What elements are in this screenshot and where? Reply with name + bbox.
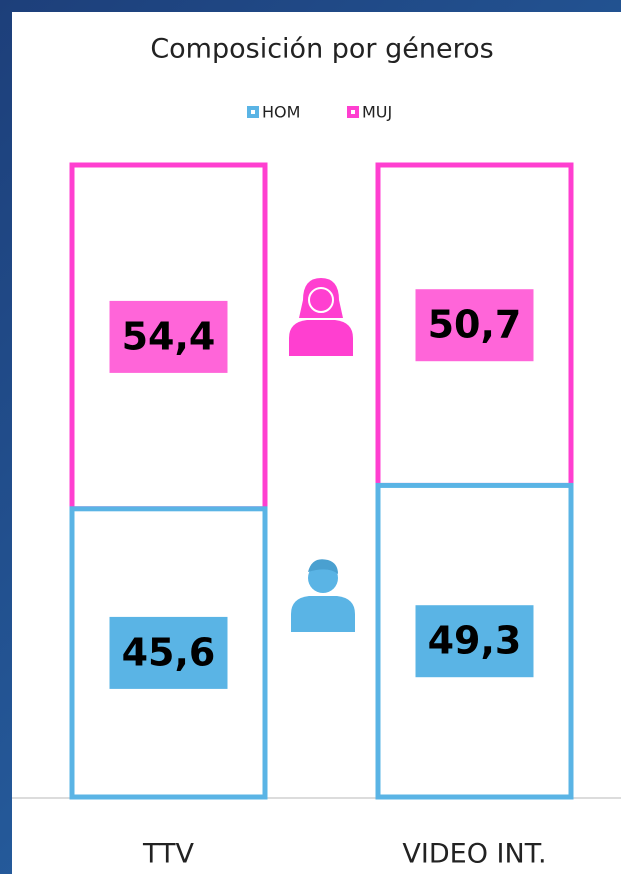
legend-swatch-dot [251, 110, 255, 114]
x-tick-label: TTV [142, 839, 195, 870]
data-label: 49,3 [428, 619, 522, 663]
data-label-box [109, 300, 228, 373]
data-label: 50,7 [428, 303, 522, 347]
bar-segment [375, 482, 574, 800]
legend-label: HOM [262, 103, 300, 122]
legend-label: MUJ [362, 103, 392, 122]
data-label-box [109, 616, 228, 689]
bar-segment [375, 162, 574, 488]
legend-swatch-dot [351, 110, 355, 114]
x-tick-label: VIDEO INT. [402, 839, 546, 870]
man-icon [291, 559, 355, 632]
woman-icon [289, 278, 353, 356]
data-label: 45,6 [122, 630, 216, 674]
data-label-box [415, 605, 534, 678]
data-label: 54,4 [122, 314, 216, 358]
chart-title: Composición por géneros [150, 34, 493, 65]
data-label-box [415, 289, 534, 362]
